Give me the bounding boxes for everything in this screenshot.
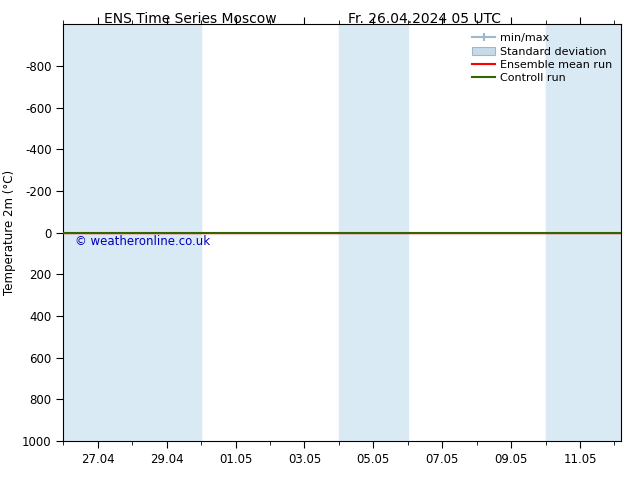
Bar	[339, 24, 408, 441]
Bar	[545, 24, 621, 441]
Text: Fr. 26.04.2024 05 UTC: Fr. 26.04.2024 05 UTC	[348, 12, 501, 26]
Legend: min/max, Standard deviation, Ensemble mean run, Controll run: min/max, Standard deviation, Ensemble me…	[469, 30, 616, 87]
Y-axis label: Temperature 2m (°C): Temperature 2m (°C)	[3, 170, 16, 295]
Bar	[133, 24, 201, 441]
Text: © weatheronline.co.uk: © weatheronline.co.uk	[75, 235, 210, 248]
Bar	[63, 24, 133, 441]
Text: ENS Time Series Moscow: ENS Time Series Moscow	[104, 12, 276, 26]
